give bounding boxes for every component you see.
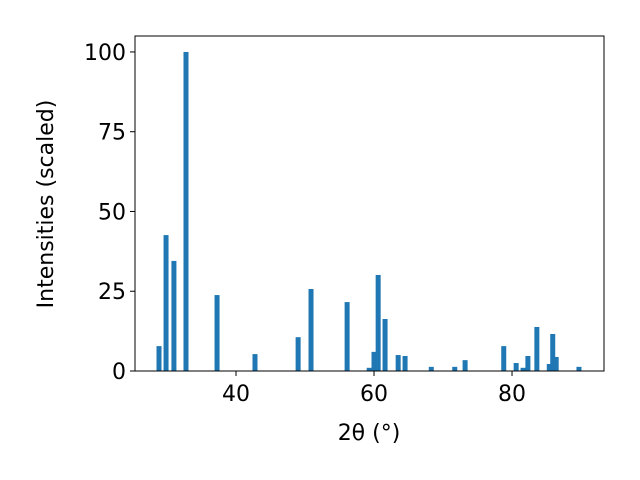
- bar: [171, 260, 177, 371]
- bar: [252, 354, 258, 371]
- y-tick-label: 100: [84, 41, 126, 66]
- bar: [520, 367, 526, 371]
- y-tick-label: 25: [98, 280, 126, 305]
- bar: [525, 356, 531, 371]
- bar: [156, 346, 162, 371]
- bar: [183, 51, 189, 371]
- bar: [513, 363, 519, 371]
- bar: [344, 302, 350, 371]
- bar: [308, 289, 314, 371]
- y-tick-label: 0: [112, 360, 126, 385]
- bar: [428, 366, 434, 371]
- y-axis-label: Intensities (scaled): [34, 100, 59, 309]
- bar: [366, 367, 372, 371]
- bar: [395, 355, 401, 371]
- bar: [534, 326, 540, 371]
- bar: [382, 318, 388, 371]
- y-tick-label: 75: [98, 121, 126, 146]
- plot-frame: [134, 35, 605, 372]
- x-tick-label: 80: [498, 382, 526, 407]
- bar: [576, 366, 582, 371]
- x-tick-label: 60: [360, 382, 388, 407]
- bar: [402, 356, 408, 371]
- bar: [501, 346, 507, 371]
- bar: [295, 337, 301, 371]
- x-axis-label: 2θ (°): [338, 421, 401, 446]
- bar: [546, 363, 552, 371]
- bar: [371, 351, 377, 371]
- bar: [462, 360, 468, 371]
- bar: [452, 366, 458, 371]
- bar: [163, 235, 169, 371]
- bar: [375, 274, 381, 371]
- bar: [553, 356, 559, 371]
- x-tick-label: 40: [222, 382, 250, 407]
- bar: [214, 295, 220, 371]
- bar: [550, 333, 556, 371]
- y-tick-label: 50: [98, 200, 126, 225]
